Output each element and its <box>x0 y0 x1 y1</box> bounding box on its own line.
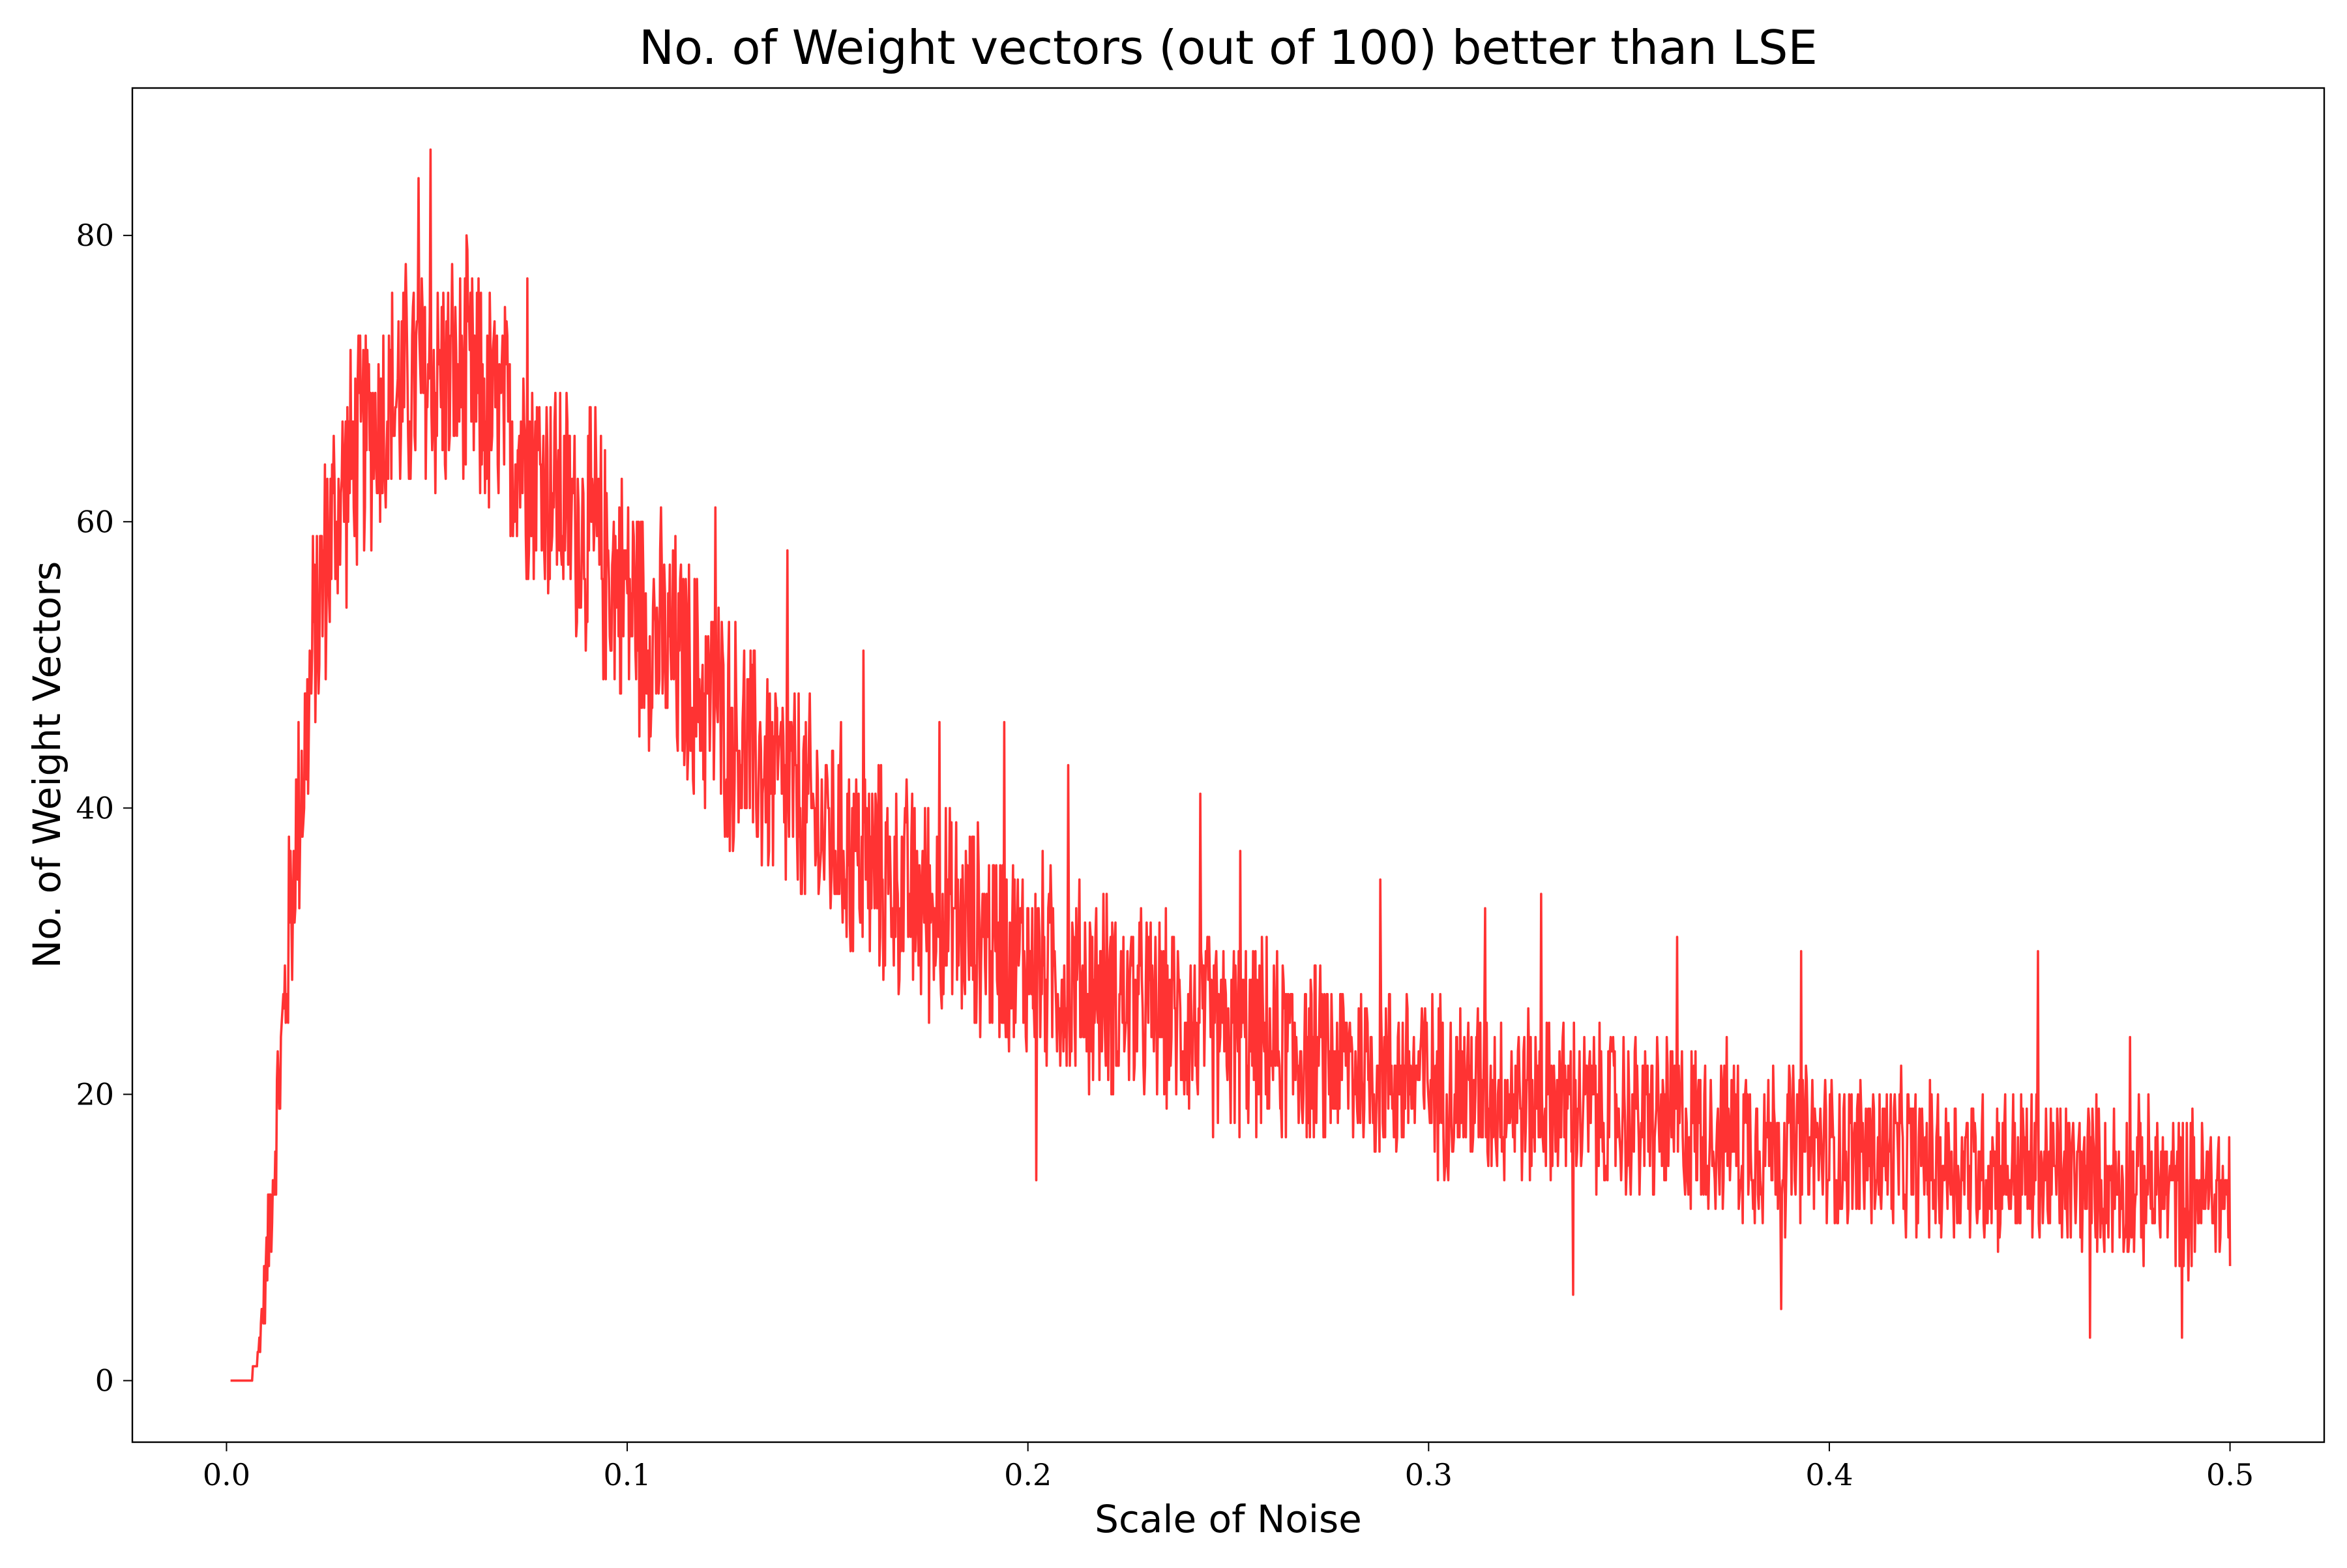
x-tick-label: 0.5 <box>2206 1457 2254 1492</box>
plot-frame <box>131 87 2325 1443</box>
x-tick-label: 0.3 <box>1405 1457 1453 1492</box>
x-tick-label: 0.2 <box>1004 1457 1052 1492</box>
x-tick-label: 0.0 <box>203 1457 250 1492</box>
x-axis-label: Scale of Noise <box>1095 1497 1362 1541</box>
y-tick-label: 60 <box>76 504 114 539</box>
x-tick-label: 0.1 <box>603 1457 651 1492</box>
y-axis-label: No. of Weight Vectors <box>25 561 69 969</box>
y-tick-label: 0 <box>95 1363 114 1398</box>
y-tick-label: 20 <box>76 1076 114 1112</box>
chart-title: No. of Weight vectors (out of 100) bette… <box>639 20 1818 75</box>
series-line-count <box>230 148 2232 1382</box>
y-tick-label: 80 <box>76 218 114 253</box>
series-layer <box>230 148 2232 1382</box>
ticks-layer: 0.0 0.1 0.2 0.3 0.4 0.5 0 20 40 60 80 <box>76 218 2254 1492</box>
y-tick-label: 40 <box>76 790 114 825</box>
x-tick-label: 0.4 <box>1805 1457 1853 1492</box>
